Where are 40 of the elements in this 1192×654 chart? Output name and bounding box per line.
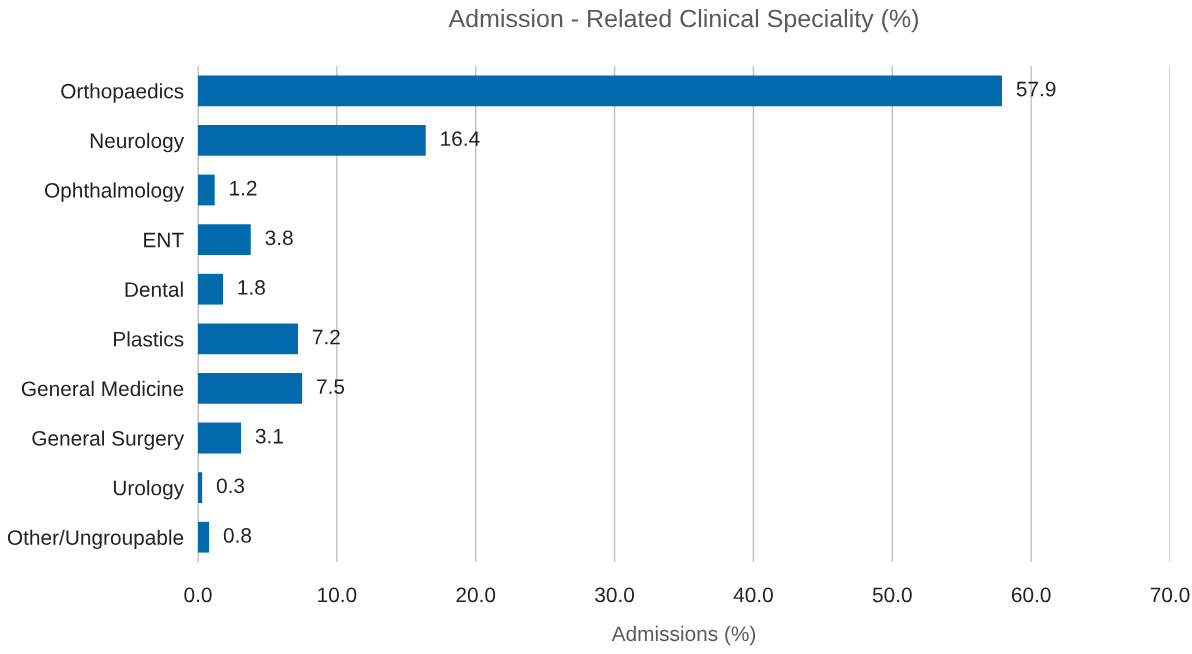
y-tick-label: Dental <box>125 281 183 297</box>
bar <box>198 521 210 553</box>
y-tick-label: General Medicine <box>21 380 184 397</box>
y-tick-label: Urology <box>113 480 185 500</box>
y-tick-label: Plastics <box>114 331 184 347</box>
data-label: 3.1 <box>255 428 283 444</box>
x-axis-title: Admissions (%) <box>611 625 756 646</box>
data-label: 7.5 <box>317 379 345 394</box>
y-tick-label: Ophthalmology <box>44 182 185 202</box>
x-tick-label: 20.0 <box>456 587 496 603</box>
y-tick-label: General Surgery <box>32 430 185 450</box>
y-tick-label: Other/Ungroupable <box>7 529 184 550</box>
data-label: 57.9 <box>1016 81 1056 97</box>
bar <box>198 422 242 454</box>
y-tick-label: ENT <box>144 232 184 248</box>
data-label: 16.4 <box>441 131 480 146</box>
x-tick-label: 0.0 <box>184 587 212 603</box>
x-tick-label: 10.0 <box>318 587 357 603</box>
bar <box>198 174 215 206</box>
data-label: 1.2 <box>230 180 257 196</box>
x-tick-label: 50.0 <box>872 587 912 603</box>
bar <box>198 273 223 305</box>
y-tick-label: Neurology <box>90 132 185 153</box>
bar <box>198 373 303 404</box>
bar <box>198 472 203 503</box>
bar <box>198 75 1002 107</box>
chart-title: Admission - Related Clinical Speciality (%) <box>448 8 918 33</box>
x-tick-label: 30.0 <box>595 587 635 603</box>
bar <box>198 224 251 255</box>
data-label: 3.8 <box>265 230 293 246</box>
data-label: 7.2 <box>312 329 340 345</box>
bar <box>198 323 298 355</box>
x-tick-label: 40.0 <box>733 587 773 603</box>
data-label: 0.3 <box>216 478 245 494</box>
x-tick-label: 70.0 <box>1150 587 1190 603</box>
bar <box>198 125 426 156</box>
x-tick-label: 60.0 <box>1011 587 1051 603</box>
data-label: 1.8 <box>238 280 265 295</box>
data-label: 0.8 <box>223 528 252 543</box>
y-tick-label: Orthopaedics <box>61 83 184 103</box>
